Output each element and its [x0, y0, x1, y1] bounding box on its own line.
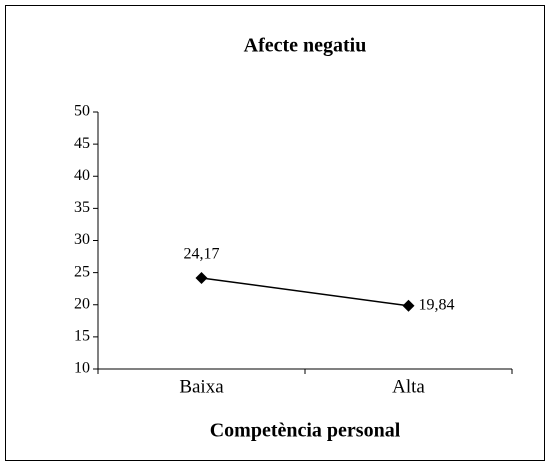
y-tick-label: 35 — [74, 199, 90, 216]
point — [402, 299, 415, 312]
data-label: 19,84 — [419, 296, 455, 313]
y-tick-label: 20 — [74, 295, 90, 312]
x-tick-label: Baixa — [179, 376, 224, 397]
y-tick-label: 10 — [74, 360, 90, 377]
chart-title: Afecte negatiu — [244, 35, 367, 57]
y-tick-label: 50 — [74, 103, 90, 120]
chart-border — [5, 5, 545, 461]
y-tick-label: 45 — [74, 135, 90, 152]
x-tick-label: Alta — [392, 376, 425, 397]
y-tick-label: 25 — [74, 263, 90, 280]
point — [195, 271, 208, 284]
data-label: 24,17 — [184, 246, 220, 263]
x-axis-title: Competència personal — [210, 420, 401, 442]
line — [201, 277, 409, 307]
y-tick-label: 30 — [74, 231, 90, 248]
y-tick-label: 40 — [74, 167, 90, 184]
y-tick-label: 15 — [74, 328, 90, 345]
